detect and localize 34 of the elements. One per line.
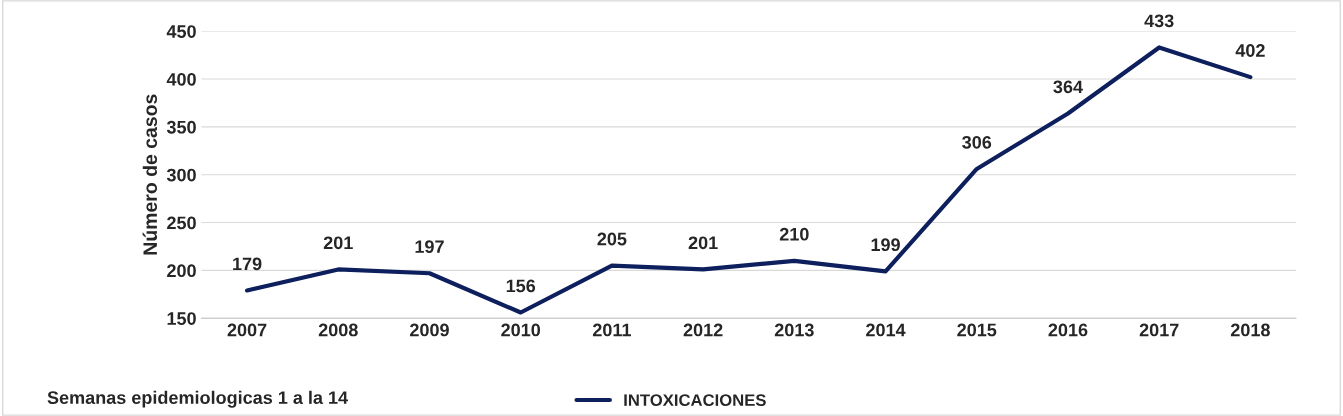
data-label: 205 xyxy=(597,232,627,246)
legend-label: INTOXICACIONES xyxy=(624,394,766,407)
y-tick-label: 400 xyxy=(166,72,196,86)
y-tick-label: 200 xyxy=(167,264,196,278)
x-tick-label: 2011 xyxy=(592,323,631,337)
y-axis-title: Número de casos xyxy=(142,94,158,255)
x-tick-label: 2018 xyxy=(1230,323,1270,337)
y-tick-label: 350 xyxy=(166,120,196,134)
data-label: 201 xyxy=(323,236,353,250)
x-tick-label: 2009 xyxy=(410,323,449,337)
data-label: 201 xyxy=(688,236,718,250)
x-tick-label: 2012 xyxy=(683,323,723,337)
x-tick-label: 2013 xyxy=(774,323,814,337)
x-tick-label: 2017 xyxy=(1139,323,1179,337)
x-tick-label: 2016 xyxy=(1048,323,1088,337)
y-tick-label: 450 xyxy=(166,25,196,38)
y-tick-label: 150 xyxy=(167,312,196,325)
y-tick-label: 250 xyxy=(167,216,196,230)
text: Semanas epidemiologicas 1 a la 14 xyxy=(47,390,348,408)
data-label: 306 xyxy=(962,135,992,149)
x-tick-label: 2010 xyxy=(501,323,541,337)
x-tick-label: 2007 xyxy=(227,323,267,337)
data-label: 199 xyxy=(871,238,900,252)
data-label: 179 xyxy=(233,257,262,271)
data-label: 197 xyxy=(415,240,444,254)
data-label: 402 xyxy=(1235,44,1265,57)
x-tick-label: 2008 xyxy=(318,323,358,337)
data-label: 364 xyxy=(1053,80,1083,94)
y-tick-label: 300 xyxy=(166,168,196,182)
data-label: 433 xyxy=(1144,14,1174,28)
data-label: 210 xyxy=(779,227,809,241)
data-label: 156 xyxy=(506,279,536,293)
x-tick-label: 2014 xyxy=(866,323,906,337)
x-tick-label: 2015 xyxy=(957,323,997,337)
